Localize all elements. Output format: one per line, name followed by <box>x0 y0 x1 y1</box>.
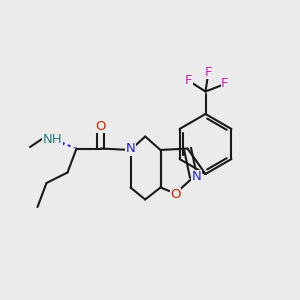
Text: O: O <box>95 119 106 133</box>
Text: N: N <box>192 170 201 184</box>
Text: NH: NH <box>43 133 62 146</box>
Text: F: F <box>185 74 193 88</box>
Text: N: N <box>126 142 135 155</box>
Text: F: F <box>221 77 229 91</box>
Text: F: F <box>205 65 212 79</box>
Text: O: O <box>170 188 181 202</box>
